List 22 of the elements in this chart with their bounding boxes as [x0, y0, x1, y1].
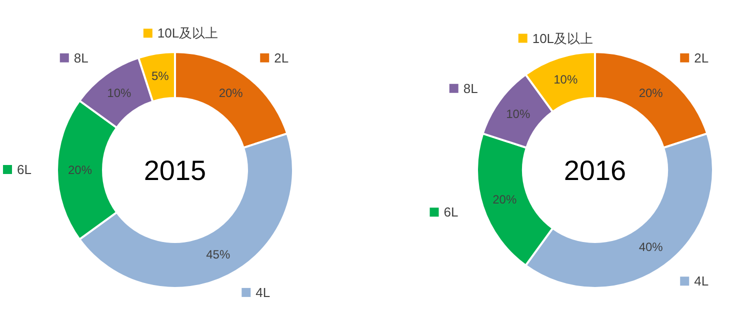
legend-label: 8L [74, 50, 88, 66]
data-label: 20% [638, 86, 664, 100]
legend-label: 6L [17, 162, 32, 177]
data-label: 10% [506, 107, 530, 122]
legend-label: 8L [463, 80, 478, 96]
data-label: 10% [107, 86, 132, 100]
text: 2016 [564, 155, 626, 186]
legend-label: 10L及以上 [157, 26, 218, 41]
legend-label: 10L及以上 [532, 30, 594, 46]
text: 2015 [144, 155, 206, 186]
data-label: 5% [151, 69, 170, 84]
data-label: 20% [218, 86, 244, 100]
data-label: 45% [206, 248, 230, 262]
legend-label: 6L [444, 204, 458, 220]
legend-label: 4L [694, 274, 709, 289]
legend-label: 2L [274, 50, 289, 66]
legend-label: 2L [694, 50, 709, 66]
data-label: 20% [492, 192, 517, 206]
data-label: 10% [554, 72, 578, 87]
data-label: 40% [638, 240, 664, 254]
data-label: 20% [68, 163, 92, 177]
legend-label: 4L [256, 284, 270, 300]
